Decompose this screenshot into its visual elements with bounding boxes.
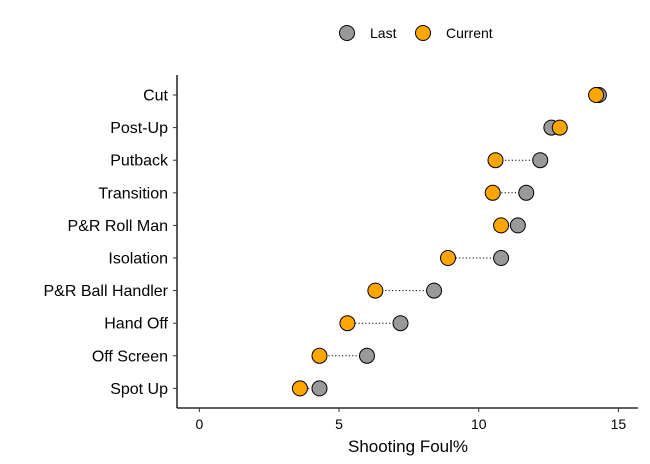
y-label-transition: Transition: [98, 185, 168, 202]
y-label-pandr-roll-man: P&R Roll Man: [68, 218, 168, 235]
point-last-pandr-ball-handler: [426, 282, 443, 299]
point-last-hand-off: [392, 315, 409, 332]
y-label-post-up: Post-Up: [110, 120, 168, 137]
point-current-cut: [588, 87, 605, 103]
x-axis-title: Shooting Foul%: [348, 437, 468, 456]
connector-lines: [299, 94, 599, 389]
y-label-off-screen: Off Screen: [92, 348, 168, 365]
x-tick-label: 5: [335, 416, 343, 432]
y-label-pandr-ball-handler: P&R Ball Handler: [44, 283, 169, 300]
x-tick-label: 0: [195, 416, 203, 432]
point-current-transition: [484, 184, 501, 201]
point-current-putback: [487, 152, 504, 169]
y-label-putback: Putback: [110, 153, 169, 170]
point-current-pandr-roll-man: [493, 217, 510, 234]
point-last-pandr-roll-man: [509, 217, 526, 234]
point-last-spot-up: [311, 380, 328, 397]
legend-label-current: Current: [446, 25, 493, 41]
y-label-cut: Cut: [143, 88, 168, 105]
point-current-isolation: [440, 250, 457, 266]
y-axis: Cut Post-Up Putback Transition P&R Roll Man I…: [44, 75, 178, 408]
legend: Last Current: [339, 25, 493, 41]
legend-key-last: [339, 25, 355, 41]
point-current-spot-up: [291, 380, 308, 397]
y-label-isolation: Isolation: [108, 251, 168, 268]
point-last-putback: [532, 152, 549, 169]
point-current-post-up: [551, 119, 568, 136]
point-last-off-screen: [358, 347, 375, 364]
legend-key-current: [415, 25, 431, 41]
x-axis: 0 5 10 15: [177, 407, 638, 432]
data-points: [291, 87, 607, 397]
legend-label-last: Last: [370, 25, 397, 41]
point-current-pandr-ball-handler: [367, 282, 384, 299]
x-tick-label: 10: [471, 416, 487, 432]
point-last-isolation: [493, 250, 510, 266]
point-current-off-screen: [311, 347, 328, 364]
x-tick-label: 15: [611, 416, 627, 432]
y-label-hand-off: Hand Off: [104, 316, 168, 333]
y-label-spot-up: Spot Up: [110, 381, 168, 398]
point-current-hand-off: [339, 315, 356, 332]
point-last-transition: [518, 184, 535, 201]
